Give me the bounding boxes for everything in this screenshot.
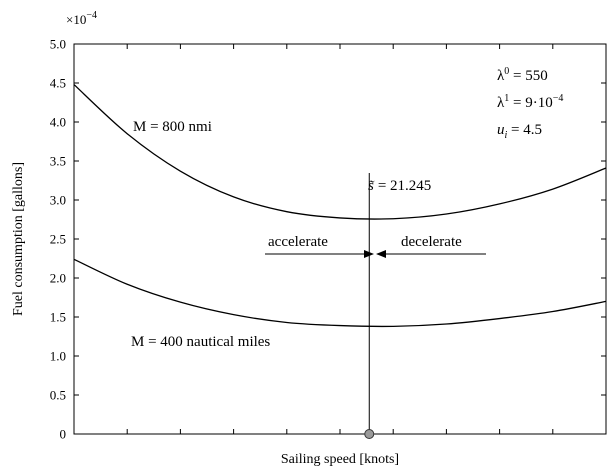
y-tick-label: 2.0 bbox=[50, 271, 66, 286]
optimal-speed-label: s̃ = 21.245 bbox=[368, 178, 431, 194]
y-tick-label: 5.0 bbox=[50, 37, 66, 52]
y-tick-label: 0.5 bbox=[50, 388, 66, 403]
x-axis-label: Sailing speed [knots] bbox=[281, 452, 399, 467]
accelerate-label: accelerate bbox=[268, 234, 328, 250]
series-label-400: M = 400 nautical miles bbox=[131, 334, 270, 350]
decelerate-label: decelerate bbox=[401, 234, 462, 250]
y-tick-label: 4.5 bbox=[50, 76, 66, 91]
y-tick-label: 3.5 bbox=[50, 154, 66, 169]
y-axis-ticks: 0 0.5 1.0 1.5 2.0 2.5 3.0 3.5 4.0 4.5 5.0 bbox=[50, 37, 606, 442]
series-line-800 bbox=[73, 84, 607, 220]
param-ui: ui = 4.5 bbox=[497, 122, 542, 141]
series-line-400 bbox=[73, 258, 607, 328]
param-lambda1: λ1 = 9·10−4 bbox=[497, 93, 563, 111]
y-scale-label: ×10−4 bbox=[66, 10, 97, 27]
y-tick-label: 1.0 bbox=[50, 349, 66, 364]
series-label-800: M = 800 nmi bbox=[133, 119, 212, 135]
param-lambda0: λ0 = 550 bbox=[497, 66, 548, 84]
y-tick-label: 1.5 bbox=[50, 310, 66, 325]
y-tick-label: 2.5 bbox=[50, 232, 66, 247]
y-axis-label: Fuel consumption [gallons] bbox=[11, 162, 26, 316]
x-axis-ticks bbox=[126, 44, 554, 434]
optimal-speed-point bbox=[364, 429, 375, 439]
series-lines bbox=[73, 84, 607, 328]
y-tick-label: 0 bbox=[60, 427, 67, 442]
y-tick-label: 4.0 bbox=[50, 115, 66, 130]
y-tick-label: 3.0 bbox=[50, 193, 66, 208]
